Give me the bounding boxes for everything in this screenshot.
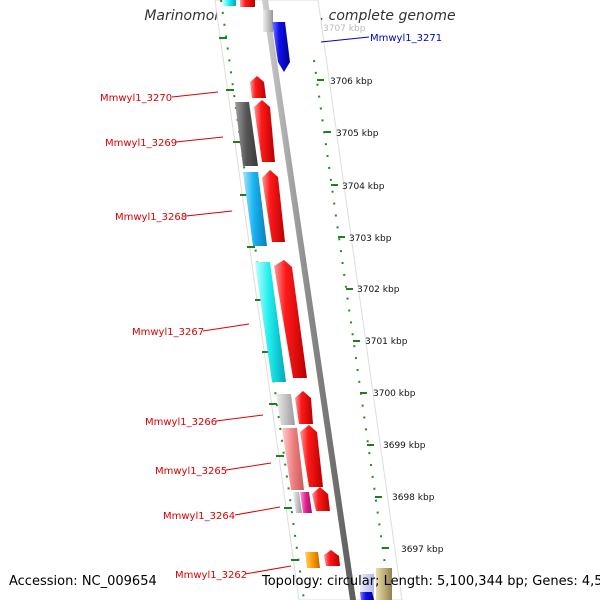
tick-label: 3707 kbp	[323, 24, 366, 34]
gene-feature-blue-bottom[interactable]	[360, 592, 374, 600]
tick-label: 3699 kbp	[383, 441, 426, 451]
genome-backbone	[262, 0, 356, 600]
gene-label-mmwyl1-3267[interactable]: Mmwyl1_3267	[132, 327, 204, 338]
gene-labels: Mmwyl1_3271 Mmwyl1_3270 Mmwyl1_3269 Mmwy…	[100, 33, 442, 581]
gene-feature-mmwyl1-3264[interactable]	[312, 487, 330, 511]
gene-label-mmwyl1-3265[interactable]: Mmwyl1_3265	[155, 466, 227, 477]
gene-label-mmwyl1-3269[interactable]: Mmwyl1_3269	[105, 138, 177, 149]
gene-feature-mmwyl1-3268[interactable]	[262, 170, 285, 242]
gene-feature-mmwyl1-3264-magenta[interactable]	[300, 492, 312, 513]
tick-label: 3701 kbp	[365, 337, 408, 347]
gene-label-mmwyl1-3271[interactable]: Mmwyl1_3271	[370, 33, 442, 44]
genome-summary-text: Topology: circular; Length: 5,100,344 bp…	[262, 574, 600, 589]
tick-label: 3703 kbp	[349, 234, 392, 244]
gene-feature-grey-top[interactable]	[263, 10, 273, 32]
gene-label-mmwyl1-3264[interactable]: Mmwyl1_3264	[163, 511, 235, 522]
tick-label: 3697 kbp	[401, 545, 444, 555]
inner-ruler	[220, 0, 305, 600]
gene-feature-mmwyl1-3266-grey[interactable]	[276, 394, 295, 425]
tick-labels: 3707 kbp 3706 kbp 3705 kbp 3704 kbp 3703…	[323, 24, 444, 555]
gene-feature-mmwyl1-3271[interactable]	[272, 22, 290, 72]
gene-feature-mmwyl1-3270[interactable]	[250, 76, 266, 98]
gene-feature-mmwyl1-3267[interactable]	[274, 260, 307, 378]
leader-lines	[171, 36, 370, 575]
gene-label-mmwyl1-3262[interactable]: Mmwyl1_3262	[175, 570, 247, 581]
gene-feature-mmwyl1-3262-orange[interactable]	[305, 552, 320, 568]
tick-marks	[219, 37, 389, 561]
tick-label: 3704 kbp	[342, 182, 385, 192]
gene-feature-mmwyl1-3268-cyan[interactable]	[243, 172, 267, 246]
gene-label-mmwyl1-3270[interactable]: Mmwyl1_3270	[100, 93, 172, 104]
gene-label-mmwyl1-3268[interactable]: Mmwyl1_3268	[115, 212, 187, 223]
gene-feature-mmwyl1-3262[interactable]	[324, 550, 340, 566]
gene-feature-mmwyl1-3269-grey[interactable]	[235, 102, 258, 166]
gene-feature-mmwyl1-3265[interactable]	[300, 425, 323, 487]
tick-label: 3706 kbp	[330, 77, 373, 87]
gene-feature-mmwyl1-3264-grey[interactable]	[293, 492, 302, 513]
accession-text: Accession: NC_009654	[9, 574, 157, 589]
gene-feature-cyan-top[interactable]	[223, 0, 236, 6]
tick-label: 3705 kbp	[336, 129, 379, 139]
tick-label: 3700 kbp	[373, 389, 416, 399]
gene-feature-mmwyl1-3267-cyan[interactable]	[255, 262, 286, 382]
gene-label-mmwyl1-3266[interactable]: Mmwyl1_3266	[145, 417, 217, 428]
gene-feature-mmwyl1-3265-pink[interactable]	[282, 428, 304, 490]
gene-feature-olive-bottom[interactable]	[376, 568, 392, 600]
gene-feature-mmwyl1-3266[interactable]	[295, 391, 313, 424]
gene-feature-red-top[interactable]	[240, 0, 255, 7]
tick-label: 3702 kbp	[357, 285, 400, 295]
tick-label: 3698 kbp	[392, 493, 435, 503]
gene-feature-mmwyl1-3269[interactable]	[254, 100, 275, 162]
